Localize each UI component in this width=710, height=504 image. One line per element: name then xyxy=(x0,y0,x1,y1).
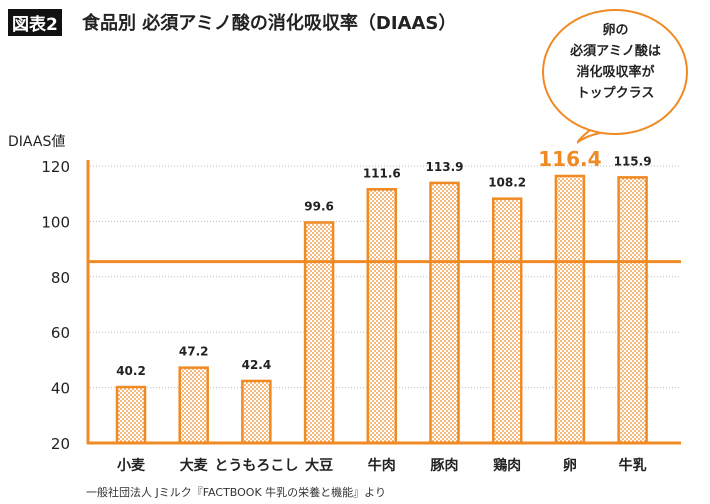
data-label: 113.9 xyxy=(426,160,464,174)
x-tick-label: 牛乳 xyxy=(619,457,647,474)
data-label: 116.4 xyxy=(538,147,601,171)
callout-line: 卵の xyxy=(602,23,629,38)
x-tick-label: 卵 xyxy=(563,457,577,474)
bar-小麦 xyxy=(115,385,147,445)
x-tick-label: 大豆 xyxy=(305,457,333,474)
data-label: 42.4 xyxy=(242,358,272,372)
bar-豚肉 xyxy=(429,181,460,445)
bar-大麦 xyxy=(178,366,209,445)
callout-line: 必須アミノ酸は xyxy=(570,44,661,59)
x-tick-label: 牛肉 xyxy=(368,457,396,474)
chart-title: 食品別 必須アミノ酸の消化吸収率（DIAAS） xyxy=(82,13,457,34)
y-tick-label: 20 xyxy=(51,435,70,453)
x-tick-label: 小麦 xyxy=(117,457,146,474)
bar-とうもろこし xyxy=(241,379,272,445)
y-tick-label: 120 xyxy=(41,158,70,176)
y-tick-label: 100 xyxy=(41,213,70,231)
callout-bubble xyxy=(542,9,688,135)
callout-tail xyxy=(576,129,601,145)
bar-大豆 xyxy=(303,221,335,445)
data-label: 108.2 xyxy=(488,176,526,190)
source-note: 一般社団法人 Jミルク『FACTBOOK 牛乳の栄養と機能』より xyxy=(86,486,386,499)
x-tick-label: とうもろこし xyxy=(214,458,298,474)
x-tick-label: 豚肉 xyxy=(431,457,459,474)
bar-卵 xyxy=(554,174,586,445)
y-tick-label: 40 xyxy=(51,380,70,398)
x-tick-label: 鶏肉 xyxy=(493,457,521,474)
bar-牛肉 xyxy=(366,188,398,445)
bar-牛乳 xyxy=(617,176,648,445)
data-label: 40.2 xyxy=(116,364,146,378)
y-axis-label: DIAAS値 xyxy=(8,134,66,150)
callout-line: トップクラス xyxy=(576,86,655,101)
y-tick-label: 80 xyxy=(51,269,70,287)
data-label: 47.2 xyxy=(179,345,209,359)
figure-badge: 図表2 xyxy=(8,9,62,36)
data-label: 115.9 xyxy=(614,154,652,168)
bar-鶏肉 xyxy=(491,197,523,445)
callout-line: 消化吸収率が xyxy=(576,65,655,80)
data-label: 99.6 xyxy=(304,200,334,214)
x-tick-label: 大麦 xyxy=(180,457,209,474)
callout-text: 卵の 必須アミノ酸は 消化吸収率が トップクラス xyxy=(553,20,678,104)
y-tick-label: 60 xyxy=(51,324,70,342)
data-label: 111.6 xyxy=(363,166,401,180)
